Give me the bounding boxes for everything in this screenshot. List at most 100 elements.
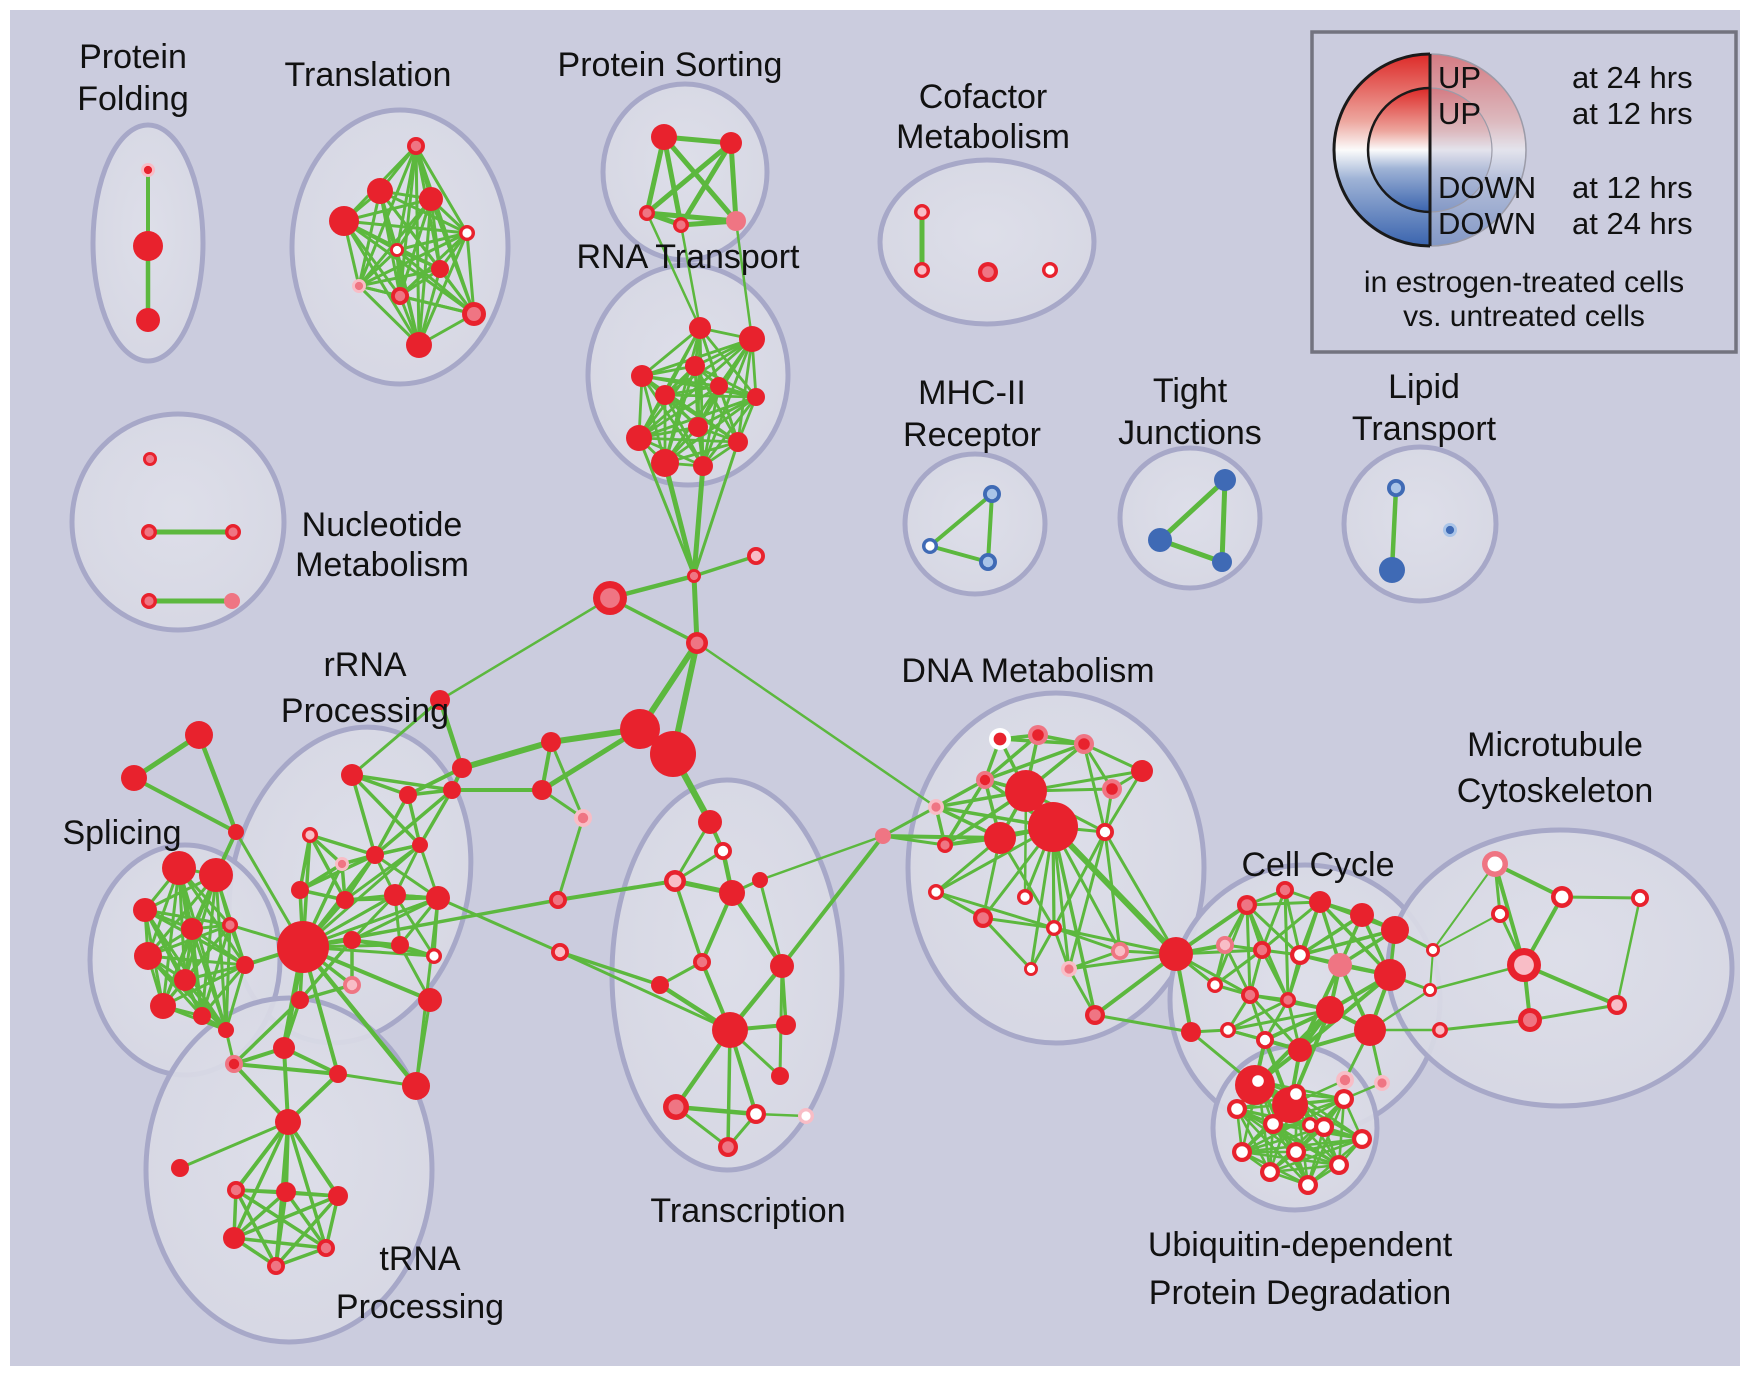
node-12hr-core — [228, 527, 238, 537]
node-12hr-core — [925, 541, 935, 551]
interaction-edge — [928, 492, 994, 548]
gene-node — [1227, 1099, 1247, 1119]
node-12hr-core — [1032, 729, 1044, 741]
interaction-edge — [284, 1190, 328, 1250]
gene-node — [650, 731, 696, 777]
node-24hr-ring — [650, 731, 696, 777]
interaction-edge — [406, 766, 464, 797]
gene-node — [218, 1022, 234, 1038]
node-12hr-core — [1045, 265, 1055, 275]
gene-node — [720, 132, 742, 154]
cluster-protein-sorting-ellipse — [600, 81, 770, 263]
node-12hr-core — [1283, 995, 1293, 1005]
legend-direction-label: DOWN — [1438, 170, 1536, 205]
interaction-edge — [640, 326, 702, 378]
interaction-edge — [998, 836, 1056, 930]
node-12hr-core — [982, 266, 994, 278]
node-24hr-ring — [185, 721, 213, 749]
interaction-edge — [1219, 477, 1228, 565]
node-12hr-core — [1078, 738, 1090, 750]
legend: UP at 24 hrs UP at 12 hrs DOWN at 12 hrs DOWN a… — [1310, 30, 1738, 354]
node-12hr-core — [917, 265, 927, 275]
interaction-edge — [342, 219, 469, 235]
node-24hr-ring — [771, 1067, 789, 1085]
interaction-edge — [1389, 485, 1399, 573]
interaction-edge — [1226, 998, 1290, 1032]
interaction-edge — [146, 954, 247, 967]
node-24hr-ring — [223, 1227, 245, 1249]
interaction-edge — [692, 440, 740, 578]
gene-node — [276, 1182, 296, 1202]
cluster-trna-processing-ellipse — [143, 995, 435, 1345]
node-12hr-core — [750, 1108, 762, 1120]
node-12hr-core — [1514, 955, 1534, 975]
node-12hr-core — [993, 732, 1007, 746]
gene-node — [162, 851, 196, 885]
interaction-edge — [691, 573, 700, 646]
node-12hr-core — [1064, 964, 1074, 974]
cluster-labels: Protein Folding Translation Protein Sorting… — [62, 38, 1653, 1326]
gene-node — [391, 936, 409, 954]
gene-node — [1336, 1071, 1354, 1089]
node-24hr-ring — [181, 918, 203, 940]
gene-node — [973, 908, 993, 928]
interaction-edge — [1615, 896, 1642, 1007]
gene-node — [224, 593, 240, 609]
gene-node — [1212, 552, 1232, 572]
interaction-edge — [1051, 825, 1097, 1017]
cluster-microtubule-cytoskeleton-label: Cytoskeleton — [1457, 772, 1654, 810]
node-24hr-ring — [418, 988, 442, 1012]
interaction-edge — [200, 923, 232, 1018]
gene-node — [574, 809, 592, 827]
node-12hr-core — [1231, 1103, 1243, 1115]
gene-node — [752, 872, 768, 888]
gene-node — [236, 956, 254, 974]
node-12hr-core — [392, 245, 402, 255]
gene-node — [1102, 779, 1122, 799]
gene-node — [728, 432, 748, 452]
gene-node — [747, 547, 765, 565]
node-12hr-core — [1219, 939, 1231, 951]
interaction-edge — [1294, 1137, 1364, 1154]
gene-node — [1379, 557, 1405, 583]
gene-node — [426, 886, 450, 910]
interaction-edge — [395, 231, 469, 252]
node-24hr-ring — [1212, 552, 1232, 572]
gene-node — [141, 163, 155, 177]
interaction-edge — [1528, 1003, 1619, 1022]
node-24hr-ring — [193, 1007, 211, 1025]
node-12hr-core — [1256, 944, 1268, 956]
gene-node — [199, 858, 233, 892]
gene-node — [541, 732, 561, 752]
interaction-edge — [342, 219, 402, 298]
cluster-tight-junctions-ellipse — [1117, 445, 1263, 591]
gene-node — [134, 942, 162, 970]
cluster-ubiquitin-degradation-label: Protein Degradation — [1149, 1274, 1451, 1312]
node-24hr-ring — [366, 846, 384, 864]
interaction-edge — [679, 223, 702, 330]
interaction-edge — [200, 963, 247, 1018]
node-24hr-ring — [1148, 528, 1172, 552]
gene-node — [412, 837, 428, 853]
node-12hr-core — [145, 454, 155, 464]
gene-node — [989, 728, 1011, 750]
node-24hr-ring — [343, 931, 361, 949]
gene-node — [549, 891, 567, 909]
interaction-edge — [934, 890, 1056, 930]
cluster-mhc-ii-receptor-label: MHC-II — [918, 374, 1026, 412]
node-24hr-ring — [651, 124, 677, 150]
node-12hr-core — [1555, 890, 1569, 904]
interaction-edge — [673, 1104, 759, 1117]
node-24hr-ring — [1181, 1022, 1201, 1042]
interaction-edge — [436, 896, 562, 954]
node-12hr-core — [577, 812, 589, 824]
node-24hr-ring — [133, 231, 163, 261]
gene-node — [979, 553, 997, 571]
gene-node — [1214, 469, 1236, 491]
node-24hr-ring — [1005, 770, 1047, 812]
cluster-nucleotide-metabolism-label: Metabolism — [295, 546, 469, 584]
node-12hr-core — [354, 281, 364, 291]
gene-node — [1276, 881, 1294, 899]
interaction-edge — [734, 219, 754, 341]
interaction-edge — [350, 773, 377, 857]
